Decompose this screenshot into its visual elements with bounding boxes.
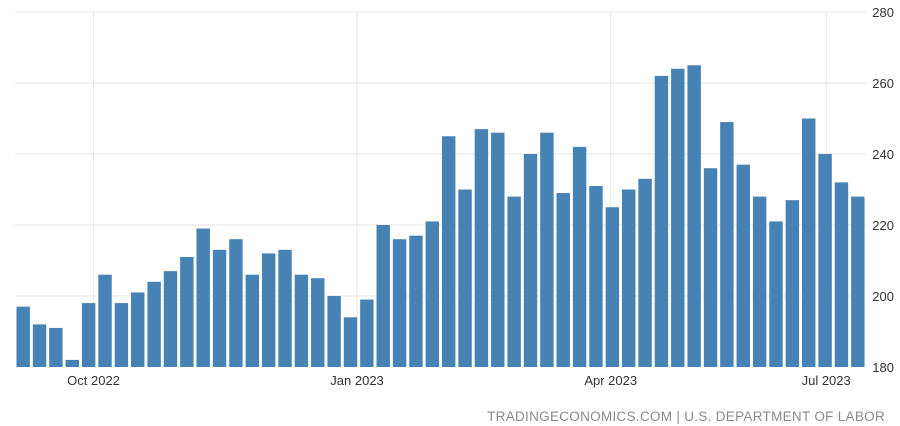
- bar: [589, 185, 603, 367]
- y-tick-label: 200: [872, 289, 894, 304]
- x-tick-label: Apr 2023: [584, 373, 637, 388]
- bar: [327, 296, 341, 367]
- bar: [229, 239, 243, 367]
- bar: [343, 317, 358, 367]
- bar: [703, 168, 718, 367]
- bar: [540, 132, 554, 367]
- bar: [851, 196, 865, 367]
- y-axis-ticks: 180 200 220 240 260 280: [872, 5, 894, 375]
- bar: [311, 278, 325, 367]
- bar: [458, 189, 472, 367]
- x-tick-label: Oct 2022: [67, 373, 120, 388]
- bar: [671, 68, 685, 368]
- bar: [114, 303, 129, 367]
- bar: [65, 359, 79, 367]
- bar: [98, 274, 112, 367]
- bar: [261, 253, 276, 367]
- y-tick-label: 180: [872, 360, 894, 375]
- bar: [491, 132, 505, 367]
- bar: [376, 225, 390, 367]
- bar: [49, 327, 63, 367]
- bar: [638, 178, 652, 367]
- bar: [507, 196, 521, 367]
- bar: [180, 256, 194, 367]
- bar: [163, 271, 178, 367]
- bar: [654, 75, 669, 368]
- bar: [425, 221, 440, 367]
- bar: [409, 235, 423, 367]
- bar: [752, 196, 767, 367]
- y-tick-label: 220: [872, 218, 894, 233]
- bar: [523, 154, 538, 367]
- bar: [802, 118, 816, 367]
- y-tick-label: 280: [872, 5, 894, 20]
- bar: [621, 189, 636, 367]
- bar: [736, 164, 750, 367]
- bar: [294, 274, 309, 367]
- x-tick-label: Jul 2023: [802, 373, 851, 388]
- bar: [245, 274, 260, 367]
- bar: [785, 200, 800, 367]
- bar-series: [16, 65, 865, 368]
- y-tick-label: 260: [872, 76, 894, 91]
- bar: [81, 303, 96, 367]
- bar: [32, 324, 47, 367]
- bar: [278, 249, 292, 367]
- bar: [441, 136, 456, 367]
- x-tick-label: Jan 2023: [330, 373, 384, 388]
- source-credit: TRADINGECONOMICS.COM | U.S. DEPARTMENT O…: [487, 409, 885, 424]
- bar: [769, 221, 783, 367]
- bar: [360, 299, 374, 367]
- x-axis-ticks: Oct 2022 Jan 2023 Apr 2023 Jul 2023: [67, 373, 851, 388]
- bar: [212, 249, 227, 367]
- bar: [834, 182, 849, 367]
- bar: [392, 239, 407, 367]
- bar: [147, 281, 161, 367]
- bar: [605, 207, 620, 367]
- bar: [16, 306, 30, 367]
- bar: [687, 65, 701, 367]
- bar: [131, 292, 145, 367]
- bar: [474, 129, 489, 367]
- bar: [818, 154, 832, 367]
- bar: [556, 193, 570, 367]
- bar: [196, 228, 210, 367]
- bar: [720, 122, 734, 367]
- y-tick-label: 240: [872, 147, 894, 162]
- bar: [572, 146, 587, 367]
